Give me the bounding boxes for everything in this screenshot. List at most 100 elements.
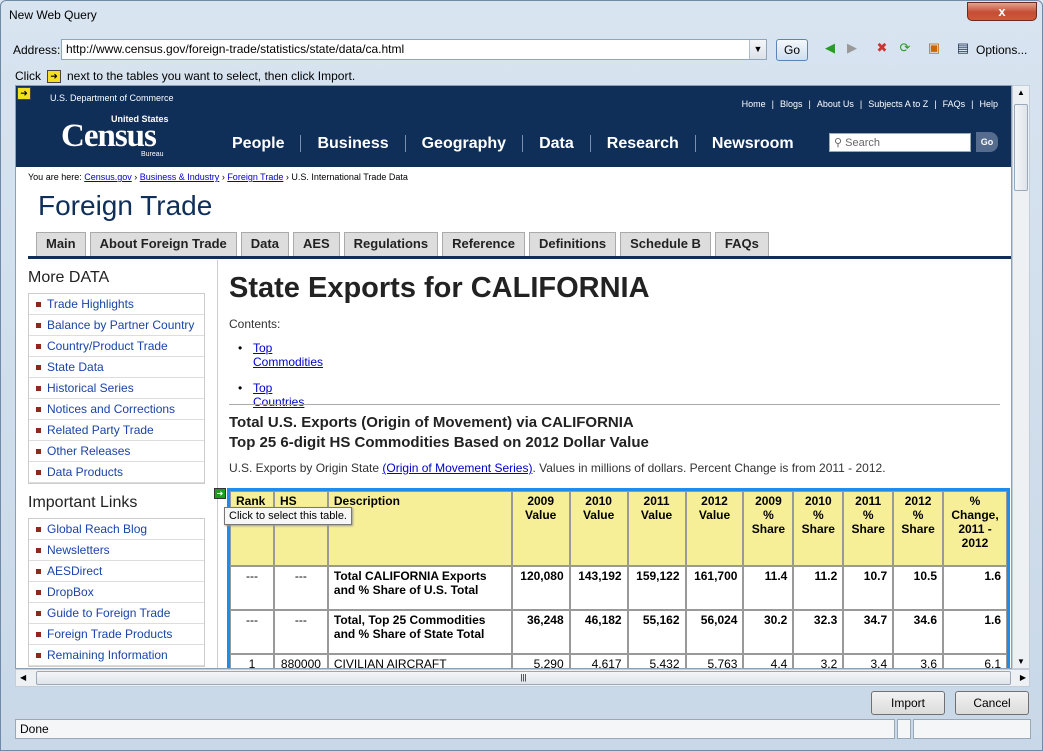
sidebar-link[interactable]: Related Party Trade [29, 420, 204, 441]
note-text: . Values in millions of dollars. Percent… [532, 461, 886, 475]
cell: Total, Top 25 Commodities and % Share of… [327, 610, 512, 654]
top-links: Home | Blogs | About Us | Subjects A to Z | FAQs… [739, 99, 1001, 109]
address-bar: Address: http://www.census.gov/foreign-t… [1, 35, 1042, 65]
tab-aes[interactable]: AES [292, 232, 340, 256]
close-icon: x [998, 4, 1006, 19]
crumb-census[interactable]: Census.gov [84, 172, 132, 182]
table-select-arrow-icon[interactable]: ➜ [214, 488, 226, 499]
col-header: 2009 % Share [743, 491, 794, 566]
tab-regulations[interactable]: Regulations [343, 232, 439, 256]
cell: 6.1 [943, 654, 1007, 668]
vertical-scrollbar[interactable]: ▲ ▼ [1012, 85, 1030, 669]
import-button[interactable]: Import [871, 691, 945, 715]
cell: 5,763 [685, 654, 744, 668]
nav-people[interactable]: People [232, 135, 285, 152]
vertical-scroll-thumb[interactable] [1014, 104, 1028, 191]
note-link[interactable]: (Origin of Movement Series) [382, 461, 533, 475]
forward-icon[interactable]: ▶ [847, 40, 857, 55]
tab-definitions[interactable]: Definitions [528, 232, 617, 256]
horizontal-scrollbar[interactable]: ◀ ||| ▶ [15, 669, 1030, 687]
sidebar-link[interactable]: State Data [29, 357, 204, 378]
link-help[interactable]: Help [979, 99, 998, 109]
sidebar-link[interactable]: Trade Highlights [29, 294, 204, 315]
sidebar-link[interactable]: Guide to Foreign Trade [29, 603, 204, 624]
link-subjects[interactable]: Subjects A to Z [868, 99, 929, 109]
cell: 880000 [273, 654, 328, 668]
scroll-up-icon[interactable]: ▲ [1017, 88, 1025, 97]
stop-icon[interactable]: ✖ [876, 40, 888, 55]
address-input[interactable]: http://www.census.gov/foreign-trade/stat… [61, 39, 767, 60]
sidebar-link[interactable]: Notices and Corrections [29, 399, 204, 420]
contents-list: Top Commodities Top Countries [238, 341, 323, 421]
table-note: U.S. Exports by Origin State (Origin of … [229, 461, 886, 475]
hint-text: next to the tables you want to select, t… [67, 69, 356, 83]
tab-data[interactable]: Data [240, 232, 289, 256]
refresh-icon[interactable]: ⟳ [899, 40, 911, 55]
tab-reference[interactable]: Reference [442, 232, 525, 256]
tab-about[interactable]: About Foreign Trade [89, 232, 237, 256]
crumb-current: U.S. International Trade Data [291, 172, 408, 182]
horizontal-scroll-thumb[interactable]: ||| [36, 671, 1011, 685]
address-dropdown-icon[interactable]: ▼ [749, 40, 766, 59]
link-home[interactable]: Home [741, 99, 766, 109]
more-data-list: Trade Highlights Balance by Partner Coun… [28, 293, 205, 484]
sidebar-link[interactable]: Global Reach Blog [29, 519, 204, 540]
sidebar-link[interactable]: DropBox [29, 582, 204, 603]
title-bar: New Web Query x [1, 1, 1042, 31]
data-table-frame[interactable]: Rank HS Description 2009 Value 2010 Valu… [227, 488, 1010, 668]
contents-link[interactable]: Top Commodities [238, 341, 323, 369]
scroll-down-icon[interactable]: ▼ [1017, 657, 1025, 666]
nav-business[interactable]: Business [300, 135, 405, 152]
cancel-button[interactable]: Cancel [955, 691, 1029, 715]
go-button[interactable]: Go [776, 39, 808, 61]
tab-main[interactable]: Main [36, 232, 86, 256]
scroll-right-icon[interactable]: ▶ [1019, 673, 1026, 682]
exports-table: Rank HS Description 2009 Value 2010 Valu… [230, 491, 1007, 668]
col-header: 2012 % Share [893, 491, 944, 566]
sidebar-link[interactable]: Newsletters [29, 540, 204, 561]
link-about[interactable]: About Us [816, 99, 854, 109]
address-label: Address: [13, 43, 61, 57]
sidebar-link[interactable]: Historical Series [29, 378, 204, 399]
hide-icons-icon[interactable]: ▣ [927, 40, 941, 55]
nav-geography[interactable]: Geography [404, 135, 523, 152]
sidebar-link[interactable]: AESDirect [29, 561, 204, 582]
link-faqs[interactable]: FAQs [942, 99, 966, 109]
close-button[interactable]: x [967, 2, 1037, 21]
link-blogs[interactable]: Blogs [780, 99, 803, 109]
crumb-foreign-trade[interactable]: Foreign Trade [227, 172, 284, 182]
page-select-arrow-icon[interactable]: ➜ [17, 87, 31, 100]
options-button[interactable]: Options... [976, 43, 1028, 57]
contents-label: Contents: [229, 317, 281, 331]
site-search-go[interactable]: Go [976, 132, 998, 152]
nav-research[interactable]: Research [589, 135, 695, 152]
save-query-icon[interactable]: ▤ [956, 40, 970, 55]
col-header: Rank [230, 491, 274, 566]
back-icon[interactable]: ◀ [825, 40, 835, 55]
cell: 161,700 [685, 566, 744, 610]
cell: 3.6 [893, 654, 944, 668]
scroll-left-icon[interactable]: ◀ [20, 673, 27, 682]
tab-faqs[interactable]: FAQs [714, 232, 769, 256]
sidebar-link[interactable]: Other Releases [29, 441, 204, 462]
main-nav: People Business Geography Data Research Newsr… [216, 135, 810, 153]
link-sep: | [859, 99, 863, 109]
nav-data[interactable]: Data [522, 135, 590, 152]
cell: 56,024 [685, 610, 744, 654]
sidebar-link[interactable]: Foreign Trade Products [29, 624, 204, 645]
sidebar-link[interactable]: Balance by Partner Country [29, 315, 204, 336]
crumb-business[interactable]: Business & Industry [139, 172, 220, 182]
nav-newsroom[interactable]: Newsroom [694, 135, 810, 152]
browser-viewport: ➜ U.S. Department of Commerce Home | Blogs… [15, 85, 1012, 669]
sidebar-link[interactable]: Remaining Information [29, 645, 204, 666]
site-search-input[interactable]: ⚲ Search [829, 133, 971, 152]
sidebar-link[interactable]: Data Products [29, 462, 204, 483]
logo-sub: Bureau [141, 151, 164, 158]
tab-schedule-b[interactable]: Schedule B [620, 232, 711, 256]
cell: CIVILIAN AIRCRAFT [327, 654, 512, 668]
sidebar-link[interactable]: Country/Product Trade [29, 336, 204, 357]
status-pane [913, 719, 1031, 739]
contents-link[interactable]: Top Countries [238, 381, 323, 409]
cell: 30.2 [743, 610, 794, 654]
site-header: ➜ U.S. Department of Commerce Home | Blogs… [16, 86, 1011, 167]
